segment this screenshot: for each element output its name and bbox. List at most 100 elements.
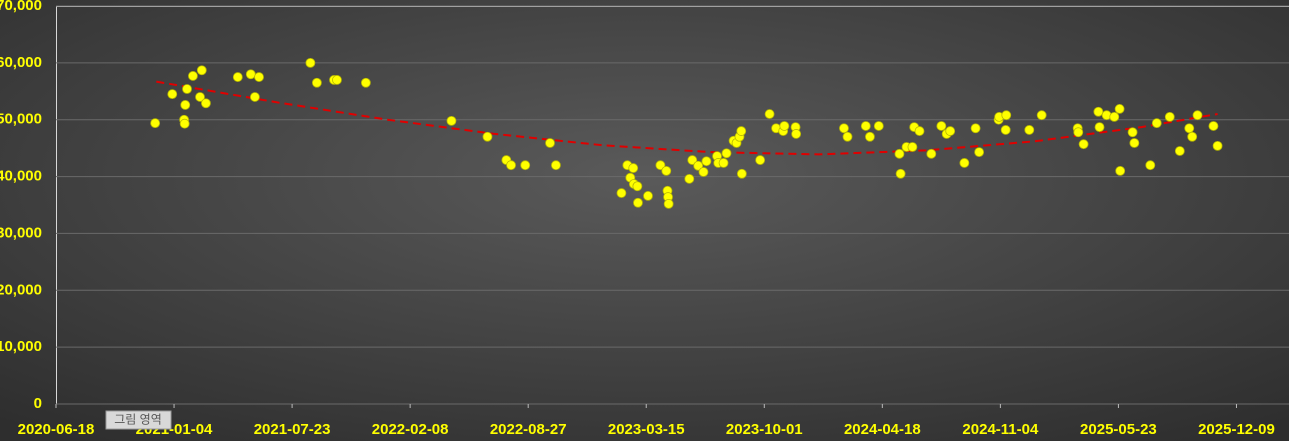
point [914,126,925,136]
point [1192,110,1203,121]
point [655,160,666,171]
grid [55,5,1289,408]
point [663,198,674,209]
x-tick-label: 2021-07-23 [254,421,331,438]
y-tick-label: 20,000 [0,281,42,298]
point [1208,121,1219,131]
point [482,131,493,142]
point [180,100,191,110]
point [1174,146,1185,156]
point [895,168,906,179]
point [245,69,256,80]
point [1187,131,1198,142]
x-tick-label: 2025-05-23 [1080,421,1157,438]
point [150,118,161,129]
point [332,75,342,85]
point [907,142,918,152]
point [1094,122,1105,133]
point [959,158,970,168]
point [201,98,211,109]
x-tick-label: 2022-02-08 [372,421,449,438]
point [1114,104,1125,114]
point [970,123,981,134]
point [926,148,937,159]
point [1145,160,1156,171]
point [894,148,905,159]
point [1073,127,1084,138]
point [791,129,802,139]
point [755,155,766,165]
x-tick-label: 2023-03-15 [608,421,685,438]
point [693,160,704,171]
point [860,121,871,131]
point [633,197,643,208]
point [839,123,849,134]
point [1109,111,1120,122]
x-tick-label: 2024-11-04 [962,421,1039,438]
point [1024,125,1035,135]
point [616,188,627,198]
point [1212,140,1223,151]
point [736,168,747,179]
point [1001,110,1012,121]
point [506,160,516,171]
point [360,77,371,88]
point [842,131,853,142]
point [254,72,264,82]
point [305,57,316,68]
point [628,163,639,173]
trendline [156,80,1218,156]
point [945,126,956,136]
point [1151,118,1162,129]
y-tick-label: 70,000 [0,0,42,14]
x-tick-label: 2024-04-18 [844,421,921,438]
point [167,89,178,100]
point [684,173,695,184]
point [701,156,712,167]
point [873,121,884,131]
point [687,155,698,165]
point [551,160,561,171]
y-tick-label: 50,000 [0,111,42,128]
point [1164,111,1175,122]
point [779,121,790,131]
point [195,92,205,102]
point [721,148,732,159]
point [1036,110,1047,121]
y-tick-label: 30,000 [0,224,42,241]
point [1093,106,1104,117]
point [545,138,555,148]
point [698,167,709,177]
point [1127,127,1138,138]
point [1184,123,1195,134]
point [232,72,243,82]
point [643,191,653,201]
point [661,165,672,176]
point [520,160,531,171]
point [974,147,985,158]
point [1078,139,1089,150]
point [718,158,729,168]
y-tick-label: 10,000 [0,338,42,355]
point [311,77,322,88]
x-tick-label: 2020-06-18 [18,421,95,438]
tooltip-box [105,410,172,430]
point [632,181,643,192]
point [1000,125,1011,135]
point [446,115,457,126]
point [179,118,190,129]
y-tick-label: 60,000 [0,54,42,71]
y-tick-label: 40,000 [0,168,42,185]
x-tick-label: 2025-12-09 [1198,421,1275,438]
point [865,131,875,142]
point [736,126,747,136]
x-tick-label: 2022-08-27 [490,421,567,438]
point [1129,138,1140,148]
x-tick-label: 2023-10-01 [726,421,803,438]
point [1115,165,1126,176]
point [764,109,775,119]
point [250,92,260,102]
